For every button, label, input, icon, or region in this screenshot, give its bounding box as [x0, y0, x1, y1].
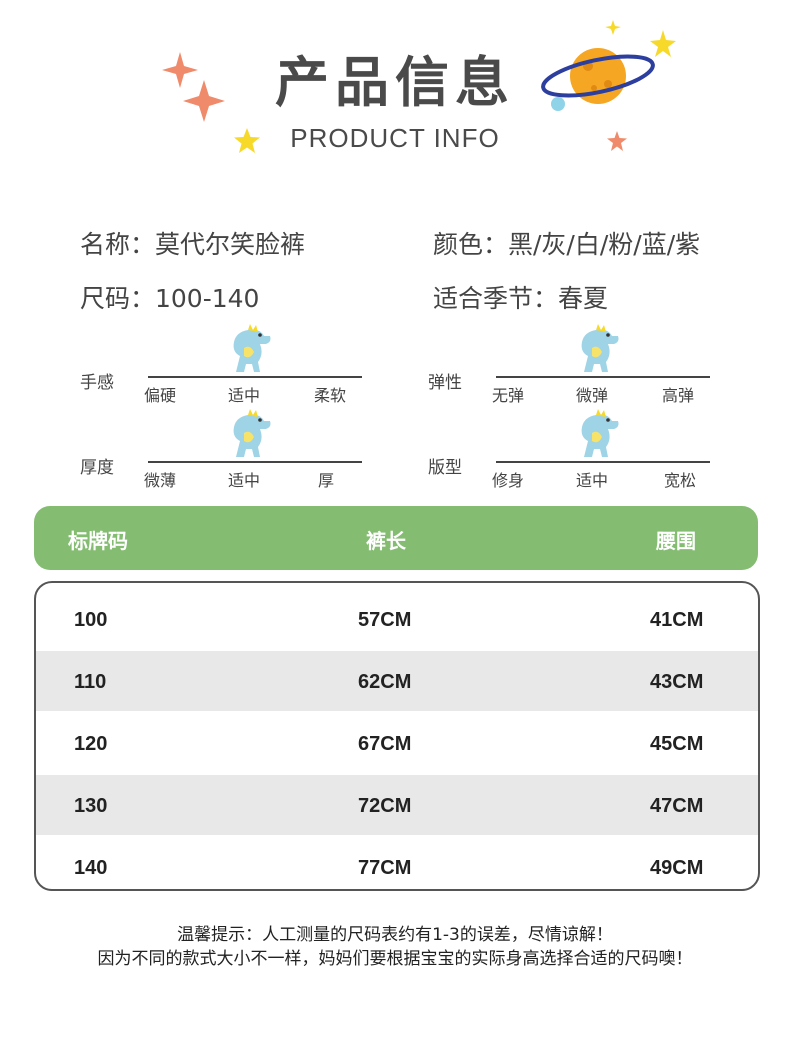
- attribute-label: 厚度: [80, 458, 114, 478]
- sparkle-decoration-left: [162, 52, 225, 122]
- product-colors: 颜色：黑/灰/白/粉/蓝/紫: [433, 230, 701, 259]
- product-size: 尺码：100-140: [80, 284, 260, 313]
- table-cell: 120: [74, 733, 108, 755]
- table-cell: 130: [74, 795, 108, 817]
- attribute-thickness: 厚度 微薄 适中 厚: [80, 405, 370, 495]
- table-row: 110 62CM 43CM: [36, 651, 758, 711]
- table-row: 140 77CM 49CM: [36, 837, 758, 889]
- table-cell: 45CM: [650, 733, 704, 755]
- table-cell: 57CM: [358, 609, 412, 631]
- attribute-fit: 版型 修身 适中 宽松: [428, 405, 718, 495]
- size-table: 100 57CM 41CM 110 62CM 43CM 120 67CM 45C…: [34, 581, 760, 891]
- scale-option: 无弹: [492, 386, 525, 405]
- attribute-label: 手感: [80, 373, 114, 393]
- size-advice-note: 因为不同的款式大小不一样，妈妈们要根据宝宝的实际身高选择合适的尺码噢！: [97, 949, 693, 969]
- planet-icon: [541, 20, 676, 111]
- table-cell: 49CM: [650, 857, 704, 879]
- dinosaur-indicator-icon: [233, 324, 271, 372]
- scale-option: 修身: [492, 471, 525, 490]
- table-row: 120 67CM 45CM: [36, 713, 758, 773]
- table-row: 100 57CM 41CM: [36, 589, 758, 649]
- column-header-waist: 腰围: [656, 529, 696, 553]
- product-season: 适合季节：春夏: [433, 284, 609, 313]
- scale-option: 适中: [228, 386, 261, 405]
- scale-option: 宽松: [664, 471, 697, 490]
- star-icon: [234, 128, 260, 153]
- table-cell: 47CM: [650, 795, 704, 817]
- scale-line: [496, 376, 710, 378]
- attribute-softness: 手感 偏硬 适中 柔软: [80, 320, 370, 410]
- attribute-label: 弹性: [428, 373, 462, 393]
- scale-option: 适中: [228, 471, 261, 490]
- table-cell: 72CM: [358, 795, 412, 817]
- scale-option: 偏硬: [144, 386, 177, 405]
- product-name: 名称：莫代尔笑脸裤: [80, 230, 306, 259]
- attribute-elasticity: 弹性 无弹 微弹 高弹: [428, 320, 718, 410]
- table-cell: 62CM: [358, 671, 412, 693]
- scale-option: 微弹: [576, 386, 609, 405]
- scale-option: 厚: [318, 471, 335, 490]
- page-subtitle: PRODUCT INFO: [290, 123, 500, 153]
- attribute-label: 版型: [428, 458, 462, 478]
- dinosaur-indicator-icon: [581, 409, 619, 457]
- measurement-note: 温馨提示：人工测量的尺码表约有1-3的误差，尽情谅解！: [177, 925, 613, 945]
- page-title: 产品信息: [275, 51, 515, 114]
- table-cell: 100: [74, 609, 108, 631]
- table-cell: 77CM: [358, 857, 412, 879]
- table-row: 130 72CM 47CM: [36, 775, 758, 835]
- scale-line: [148, 461, 362, 463]
- table-cell: 110: [74, 671, 107, 693]
- table-cell: 67CM: [358, 733, 412, 755]
- dinosaur-indicator-icon: [233, 409, 271, 457]
- table-cell: 43CM: [650, 671, 704, 693]
- scale-option: 适中: [576, 471, 609, 490]
- size-table-header: 标牌码 裤长 腰围: [34, 506, 758, 570]
- dinosaur-indicator-icon: [581, 324, 619, 372]
- small-star-icon: [607, 131, 627, 151]
- scale-option: 柔软: [314, 386, 347, 405]
- column-header-tag-size: 标牌码: [68, 529, 128, 553]
- scale-option: 微薄: [144, 471, 177, 490]
- table-cell: 41CM: [650, 609, 704, 631]
- scale-option: 高弹: [662, 386, 695, 405]
- table-cell: 140: [74, 857, 108, 879]
- scale-line: [148, 376, 362, 378]
- scale-line: [496, 461, 710, 463]
- column-header-pant-length: 裤长: [366, 529, 406, 553]
